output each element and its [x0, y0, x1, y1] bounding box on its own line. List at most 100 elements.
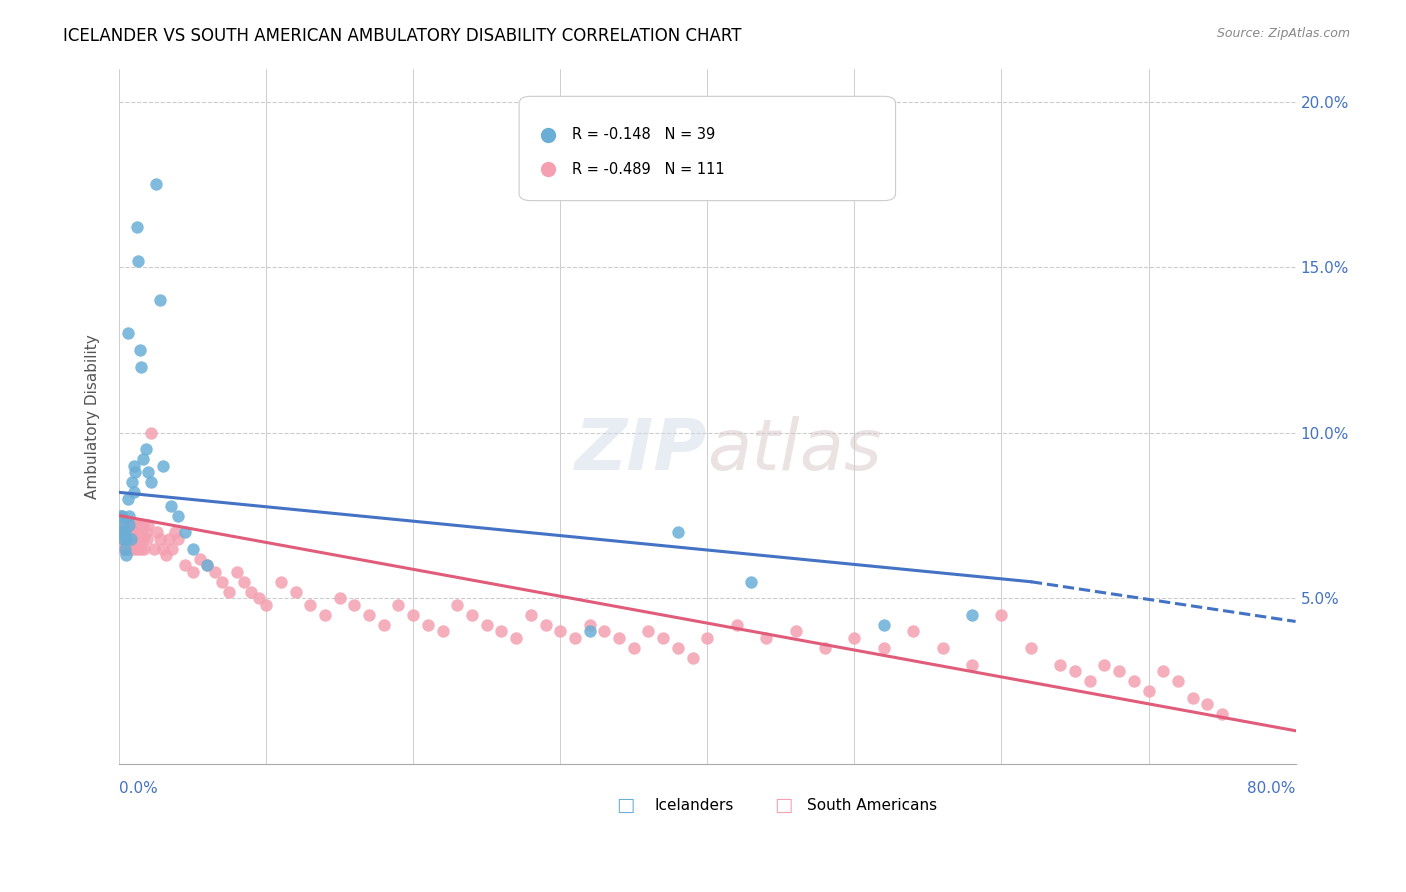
Text: □: □: [616, 796, 634, 815]
Text: □: □: [775, 796, 793, 815]
Point: [167, 532, 190, 546]
Point: [1197, 698, 1219, 712]
Point: [135, 442, 157, 457]
Point: [505, 631, 527, 645]
Point: [138, 518, 160, 533]
Point: [114, 532, 136, 546]
Point: [122, 485, 145, 500]
Point: [225, 565, 247, 579]
Point: [128, 343, 150, 357]
Point: [195, 558, 218, 573]
Point: [960, 607, 983, 622]
Text: ICELANDER VS SOUTH AMERICAN AMBULATORY DISABILITY CORRELATION CHART: ICELANDER VS SOUTH AMERICAN AMBULATORY D…: [63, 27, 742, 45]
Point: [873, 617, 896, 632]
Point: [873, 640, 896, 655]
Point: [903, 624, 925, 639]
Point: [254, 598, 277, 612]
Point: [314, 607, 336, 622]
Point: [114, 518, 136, 533]
Point: [593, 624, 616, 639]
Point: [174, 558, 197, 573]
Point: [117, 326, 139, 341]
Point: [387, 598, 409, 612]
Point: [122, 532, 145, 546]
Point: [117, 518, 139, 533]
Point: [118, 524, 141, 539]
Point: [129, 541, 152, 556]
Point: [548, 624, 571, 639]
Point: [534, 617, 557, 632]
Point: [114, 541, 136, 556]
Point: [233, 574, 256, 589]
Point: [666, 640, 689, 655]
Point: [329, 591, 352, 606]
Point: [115, 532, 138, 546]
Point: [128, 532, 150, 546]
Point: [127, 253, 149, 268]
Text: 80.0%: 80.0%: [1247, 781, 1295, 797]
Point: [1122, 674, 1144, 689]
Point: [122, 518, 145, 533]
Point: [284, 584, 307, 599]
Point: [461, 607, 484, 622]
Text: South Americans: South Americans: [807, 798, 938, 814]
Point: [1137, 684, 1160, 698]
Point: [844, 631, 866, 645]
Point: [740, 574, 762, 589]
Point: [960, 657, 983, 672]
Point: [159, 499, 181, 513]
Text: Icelanders: Icelanders: [654, 798, 734, 814]
Point: [136, 532, 159, 546]
Point: [118, 541, 141, 556]
Point: [578, 624, 600, 639]
Point: [124, 466, 146, 480]
Point: [110, 524, 132, 539]
Point: [1019, 640, 1042, 655]
Point: [114, 524, 136, 539]
Point: [990, 607, 1012, 622]
Point: [1167, 674, 1189, 689]
Point: [520, 607, 543, 622]
Point: [111, 532, 134, 546]
Point: [814, 640, 837, 655]
Point: [181, 541, 204, 556]
Point: [124, 541, 146, 556]
Point: [115, 524, 138, 539]
Point: [129, 359, 152, 374]
Point: [135, 524, 157, 539]
Point: [157, 532, 180, 546]
Point: [129, 524, 152, 539]
Point: [755, 631, 778, 645]
Point: [402, 607, 425, 622]
Point: [115, 548, 138, 562]
Point: [491, 624, 513, 639]
Point: [416, 617, 439, 632]
Point: [204, 565, 226, 579]
Point: [120, 532, 142, 546]
Point: [607, 631, 630, 645]
Point: [188, 551, 211, 566]
Point: [127, 541, 149, 556]
Text: atlas: atlas: [707, 417, 882, 485]
Point: [132, 541, 155, 556]
Point: [112, 518, 135, 533]
Point: [121, 475, 143, 490]
Point: [125, 220, 148, 235]
Point: [373, 617, 395, 632]
Point: [149, 532, 172, 546]
Point: [128, 518, 150, 533]
Point: [195, 558, 218, 573]
Point: [146, 524, 169, 539]
Point: [432, 624, 454, 639]
Point: [1211, 707, 1233, 722]
Text: 0.0%: 0.0%: [120, 781, 157, 797]
Point: [152, 458, 174, 473]
Text: ZIP: ZIP: [575, 417, 707, 485]
Point: [343, 598, 366, 612]
Point: [623, 640, 645, 655]
Point: [121, 524, 143, 539]
Point: [125, 518, 148, 533]
Text: R = -0.489   N = 111: R = -0.489 N = 111: [572, 161, 724, 177]
Point: [637, 624, 659, 639]
Point: [1181, 690, 1204, 705]
